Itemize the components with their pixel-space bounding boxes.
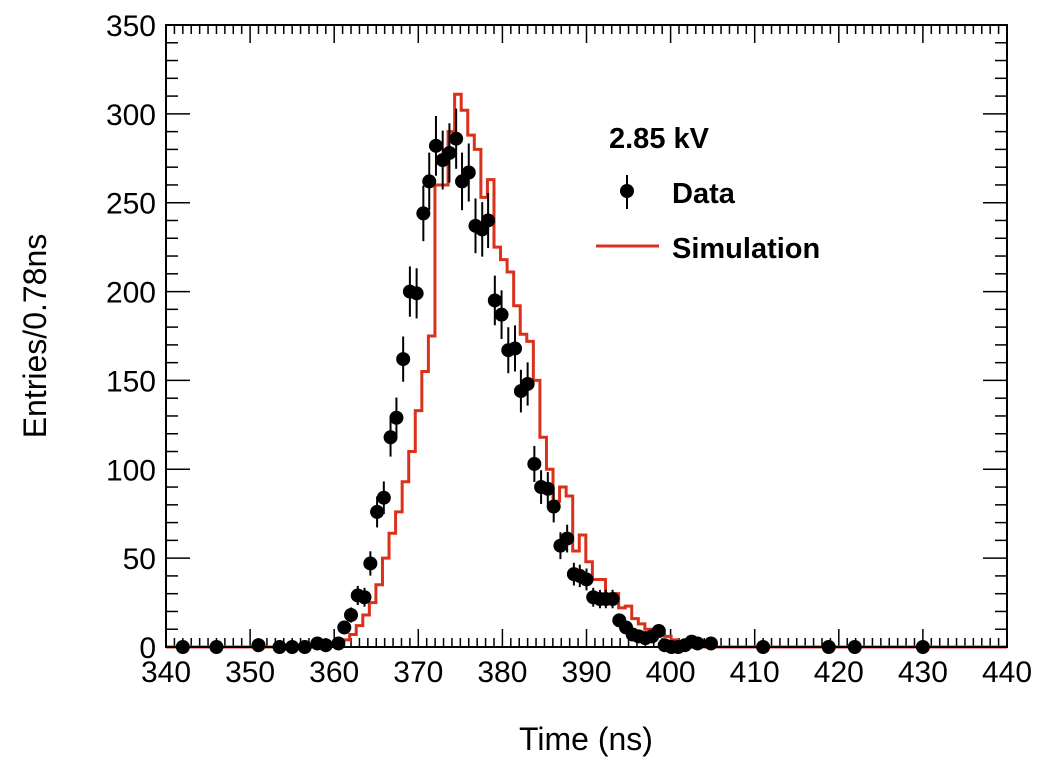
x-tick-labels: 340 350 360 370 380 390 400 410 420 430 440 [141,656,1032,689]
data-point [442,145,457,160]
legend-data-marker [620,184,634,198]
data-point [363,556,378,571]
data-point [422,174,437,189]
data-point [331,636,346,651]
data-point [494,307,509,322]
x-tick-label: 440 [982,656,1032,689]
data-point [344,608,359,623]
simulation-layer [166,92,1007,649]
simulation-step-line [166,92,1007,649]
y-tick-label: 50 [123,543,156,576]
data-point [428,138,443,153]
x-axis-title: Time (ns) [519,721,653,757]
data-point [318,638,333,653]
data-point [481,213,496,228]
data-point [651,624,666,639]
data-point [527,456,542,471]
data-point [461,165,476,180]
data-point [546,499,561,514]
data-point [520,376,535,391]
y-tick-label: 250 [106,188,156,221]
legend-data-label: Data [672,178,736,210]
data-point [357,590,372,605]
legend: 2.85 kV Data Simulation [596,123,820,265]
data-point [449,131,464,146]
data-point [389,410,404,425]
data-point [383,430,398,445]
x-tick-label: 370 [393,656,443,689]
y-tick-label: 100 [106,454,156,487]
legend-title: 2.85 kV [609,123,710,155]
data-point [251,638,266,653]
data-point [376,490,391,505]
legend-simulation-label: Simulation [672,233,820,265]
data-point [540,481,555,496]
x-tick-label: 360 [309,656,359,689]
data-point [508,341,523,356]
y-tick-labels: 0 50 100 150 200 250 300 350 [106,10,156,665]
data-point [370,504,385,519]
data-point [560,531,575,546]
data-point [416,206,431,221]
x-tick-label: 420 [814,656,864,689]
x-tick-label: 390 [561,656,611,689]
data-point [605,592,620,607]
data-point [579,572,594,587]
x-tick-label: 340 [141,656,191,689]
x-tick-label: 380 [477,656,527,689]
y-axis-title: Entries/0.78ns [17,234,53,439]
y-tick-label: 150 [106,365,156,398]
data-point [487,293,502,308]
y-tick-label: 0 [139,632,156,665]
data-point [337,620,352,635]
data-point [396,352,411,367]
x-tick-label: 430 [898,656,948,689]
data-point [409,286,424,301]
y-tick-label: 350 [106,10,156,43]
data-point [703,636,718,651]
x-tick-label: 350 [225,656,275,689]
x-tick-label: 400 [646,656,696,689]
plot-frame [165,24,1008,648]
y-tick-label: 200 [106,277,156,310]
x-tick-label: 410 [730,656,780,689]
data-point [690,636,705,651]
y-tick-label: 300 [106,99,156,132]
